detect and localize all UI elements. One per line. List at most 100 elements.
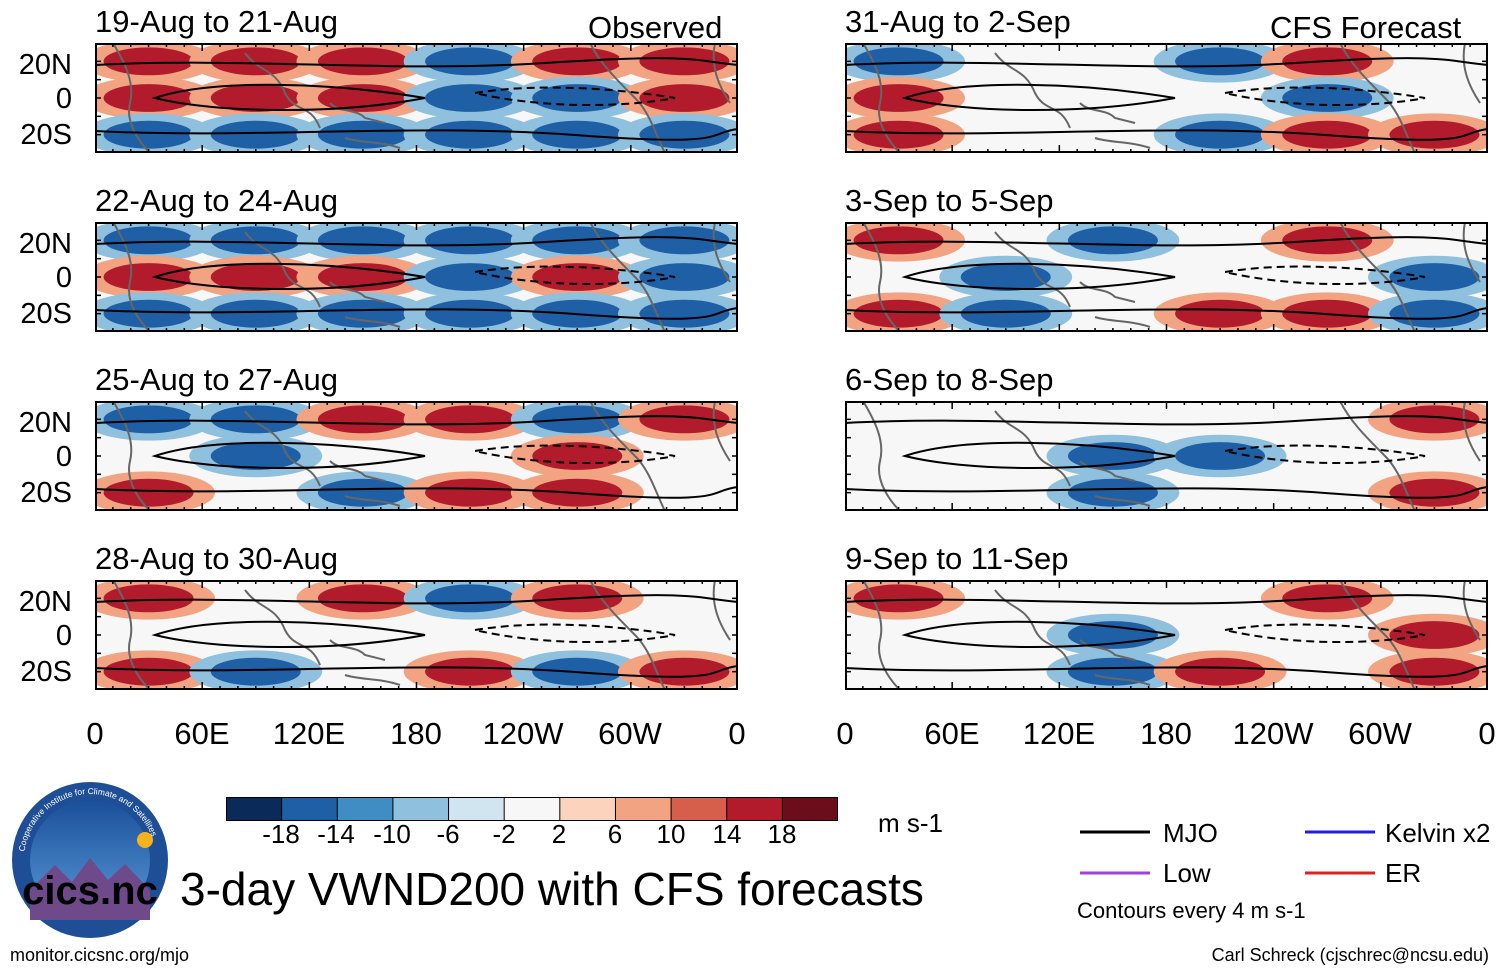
lat-label-20n: 20N — [18, 407, 72, 439]
coastline — [244, 410, 321, 487]
anomaly-core — [210, 84, 301, 112]
anomaly-core — [103, 478, 194, 507]
anomaly-core — [1389, 405, 1480, 434]
anomaly-core — [317, 584, 408, 613]
lat-label-20s: 20S — [20, 477, 72, 509]
anomaly-core — [960, 299, 1051, 328]
coastline — [244, 231, 321, 308]
anomaly-core — [425, 263, 516, 291]
anomaly-core — [103, 263, 194, 291]
anomaly-core — [425, 84, 516, 112]
lat-label-eq: 0 — [55, 620, 72, 652]
panel-title-fc-2: 3-Sep to 5-Sep — [845, 183, 1054, 218]
coastline — [712, 401, 731, 462]
mjo-contour — [151, 83, 426, 112]
colorbar-bin — [726, 797, 783, 821]
colorbar-tick: -14 — [317, 819, 355, 849]
lat-label-eq: 0 — [55, 262, 72, 294]
anomaly-core — [103, 84, 194, 112]
coastline — [329, 639, 386, 661]
anomaly-core — [853, 299, 944, 328]
colorbar-bin — [226, 797, 283, 821]
contour-note: Contours every 4 m s-1 — [1077, 898, 1306, 923]
coastline — [112, 222, 151, 332]
legend-label-kelvin: Kelvin x2 — [1385, 818, 1491, 848]
mjo-contour — [95, 594, 738, 605]
anomaly-core — [210, 405, 301, 434]
colorbar-tick: -2 — [492, 819, 516, 849]
anomaly-core — [210, 299, 301, 328]
coastline — [1094, 137, 1151, 149]
anomaly-core — [425, 47, 516, 76]
coastline — [1079, 102, 1136, 124]
anomaly-core — [1175, 120, 1266, 149]
panel-title-fc-4: 9-Sep to 11-Sep — [845, 541, 1069, 576]
colorbar-bin — [337, 797, 394, 821]
coastline — [1462, 401, 1481, 462]
coastline — [1079, 639, 1136, 661]
mjo-contour — [845, 307, 1488, 320]
mjo-contour — [1224, 265, 1426, 286]
anomaly-core — [639, 299, 730, 328]
anomaly-core — [639, 120, 730, 149]
coastline — [329, 460, 386, 482]
anomaly-core — [317, 478, 408, 507]
mjo-contour — [1224, 444, 1426, 465]
anomaly-core — [639, 47, 730, 76]
mjo-contour — [845, 665, 1488, 678]
lon-label: 0 — [1478, 716, 1496, 751]
colorbar-tick: 10 — [656, 819, 686, 849]
colorbar-tick: 2 — [551, 819, 567, 849]
mjo-contour — [95, 307, 738, 320]
anomaly-core — [1067, 657, 1158, 686]
mjo-contour — [845, 415, 1488, 426]
anomaly-core — [210, 120, 301, 149]
lat-label-eq: 0 — [55, 83, 72, 115]
anomaly-core — [1175, 47, 1266, 76]
anomaly-core — [103, 299, 194, 328]
colorbar-bin — [281, 797, 338, 821]
anomaly-core — [1389, 657, 1480, 686]
footer-credit: Carl Schreck (cjschrec@ncsu.edu) — [1211, 945, 1489, 965]
mjo-contour — [95, 665, 738, 678]
anomaly-core — [960, 263, 1051, 291]
mjo-contour — [901, 262, 1176, 291]
anomaly-core — [210, 263, 301, 291]
colorbar-bin — [448, 797, 505, 821]
mjo-contour — [1224, 623, 1426, 644]
colorbar-tick: 14 — [712, 819, 742, 849]
coastline — [712, 43, 731, 104]
anomaly-core — [425, 120, 516, 149]
mjo-contour — [845, 236, 1488, 247]
anomaly-core — [210, 442, 301, 470]
logo-text: cics.nc — [22, 869, 158, 913]
mjo-contour — [474, 265, 676, 286]
anomaly-core — [1067, 478, 1158, 507]
mjo-contour — [1224, 86, 1426, 107]
mjo-contour — [95, 128, 738, 141]
mjo-contour — [845, 594, 1488, 605]
colorbar-tick: -6 — [436, 819, 460, 849]
coastline — [112, 580, 151, 690]
anomaly-core — [1389, 299, 1480, 328]
anomaly-core — [1067, 442, 1158, 470]
mjo-contour — [95, 415, 738, 426]
colorbar-bin — [559, 797, 616, 821]
lon-label: 0 — [728, 716, 746, 751]
coastline — [1462, 43, 1481, 104]
lon-label: 120E — [1022, 716, 1096, 751]
lon-label: 60E — [924, 716, 980, 751]
colorbar-bin — [782, 797, 838, 821]
anomaly-core — [103, 657, 194, 686]
lon-label: 180 — [1140, 716, 1192, 751]
map-panel-fc-2 — [845, 222, 1488, 332]
anomaly-core — [317, 405, 408, 434]
anomaly-core — [425, 299, 516, 328]
coastline — [994, 589, 1071, 666]
lon-label: 120W — [482, 716, 564, 751]
mjo-contour — [95, 57, 738, 68]
legend-label-er: ER — [1385, 858, 1422, 888]
legend-lines-left — [1080, 830, 1150, 875]
lon-label: 180 — [390, 716, 442, 751]
colorbar-bin — [392, 797, 450, 821]
